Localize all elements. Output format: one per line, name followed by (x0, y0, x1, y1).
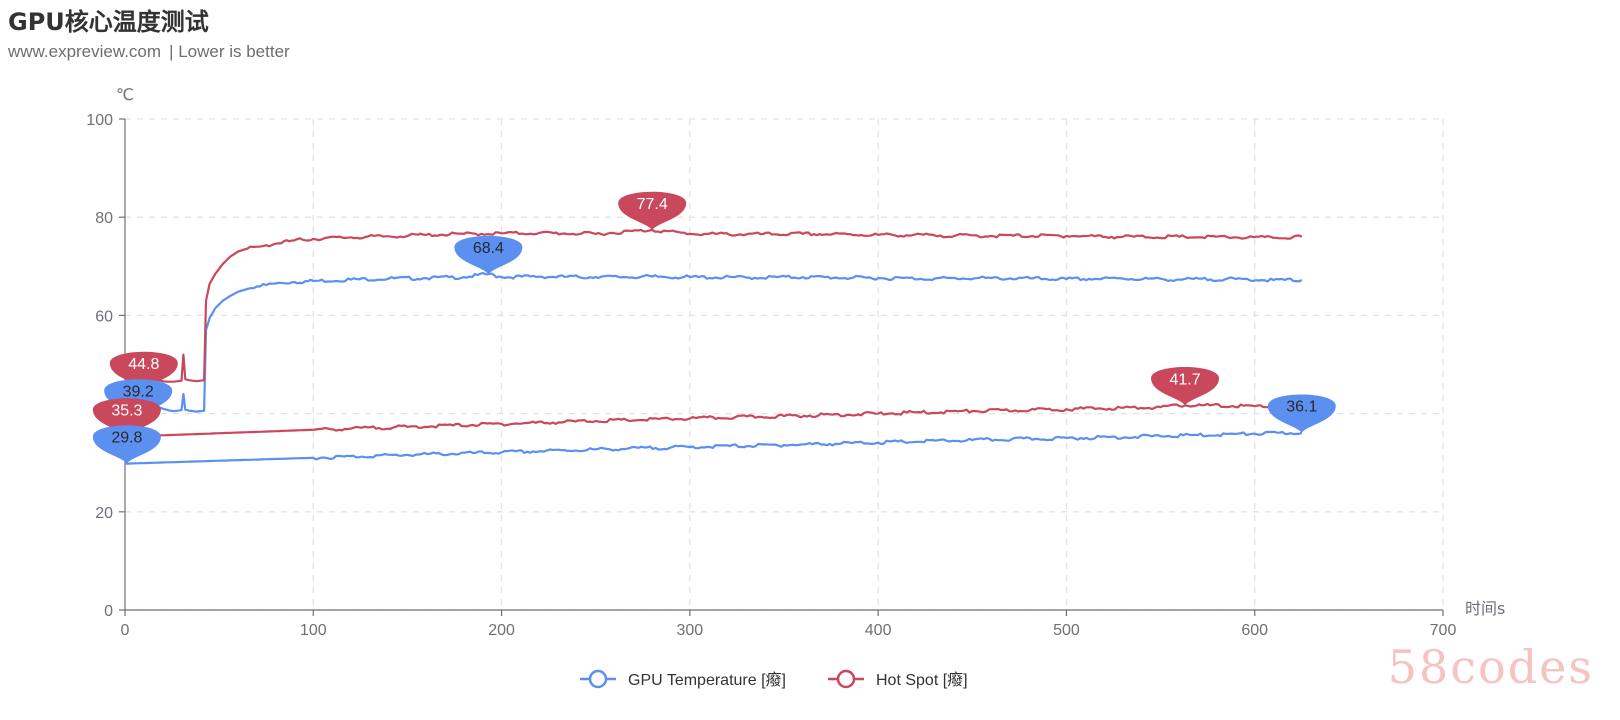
annotation-label: 41.7 (1169, 371, 1200, 388)
y-axis-label: ℃ (116, 85, 134, 104)
annotation-pin (104, 379, 173, 418)
x-tick-label: 300 (677, 622, 704, 639)
y-tick-label: 60 (95, 308, 113, 325)
y-tick-label: 0 (104, 603, 113, 620)
x-tick-label: 500 (1053, 622, 1080, 639)
series-line (124, 272, 1303, 420)
annotation-pin (109, 351, 178, 391)
annotation-label: 29.8 (111, 430, 142, 447)
chart-subtitle: www.expreview.com | Lower is better (8, 42, 290, 62)
legend-marker (588, 669, 608, 689)
annotation-pin (618, 191, 687, 230)
x-tick-label: 400 (865, 622, 892, 639)
x-axis-label: 时间s (1465, 599, 1505, 618)
chart-title: GPU核心温度测试 (8, 8, 209, 36)
annotation-pin (1267, 394, 1336, 433)
x-tick-label: 700 (1430, 622, 1457, 639)
series-line (124, 228, 1303, 393)
x-tick-label: 100 (300, 622, 327, 639)
annotation-pin (92, 398, 161, 437)
x-tick-label: 200 (488, 622, 515, 639)
annotation-label: 35.3 (111, 403, 142, 420)
subtitle-note: | Lower is better (169, 42, 290, 61)
legend-marker (836, 669, 856, 689)
x-tick-label: 0 (121, 622, 130, 639)
source-link[interactable]: www.expreview.com (8, 42, 162, 61)
legend-label: GPU Temperature [癈] (628, 671, 786, 689)
series-line (124, 430, 1303, 465)
y-tick-label: 20 (95, 505, 113, 522)
y-tick-label: 80 (95, 210, 113, 227)
annotation-pin (92, 425, 161, 464)
y-tick-label: 100 (86, 112, 113, 129)
annotation-label: 77.4 (637, 196, 668, 213)
annotation-label: 68.4 (473, 240, 504, 257)
legend-label: Hot Spot [癈] (876, 671, 968, 689)
x-tick-label: 600 (1241, 622, 1268, 639)
annotation-label: 44.8 (128, 356, 159, 373)
annotation-label: 36.1 (1286, 399, 1317, 416)
annotation-pin (1151, 367, 1220, 406)
annotation-pin (454, 235, 523, 275)
annotation-label: 39.2 (123, 384, 154, 401)
watermark: 58codes (1387, 640, 1594, 694)
series-line (124, 402, 1303, 438)
